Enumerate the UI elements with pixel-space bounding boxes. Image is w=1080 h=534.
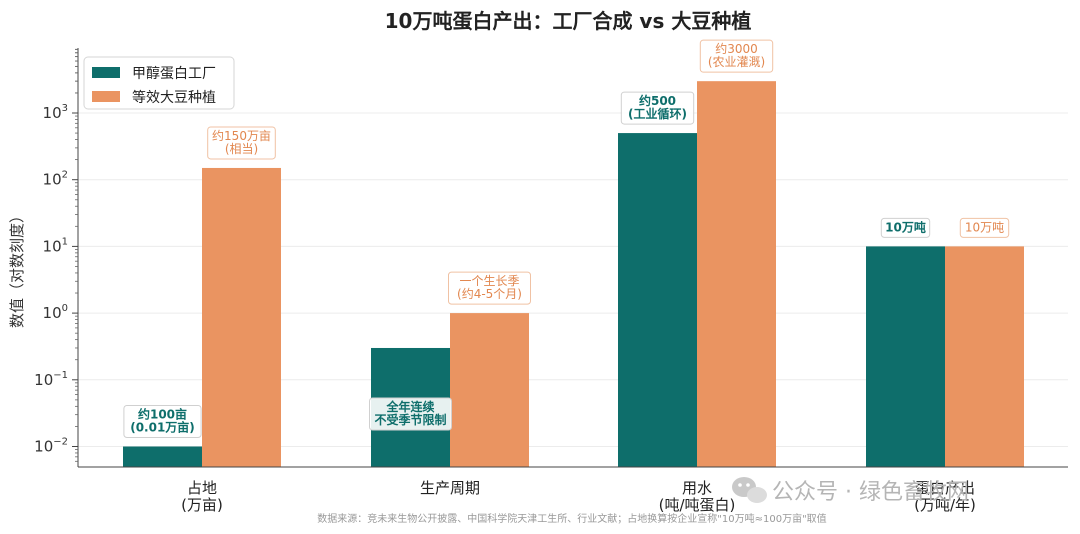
data-label: 约100亩(0.01万亩) (123, 405, 202, 438)
axes (72, 48, 1068, 468)
svg-text:约100亩(0.01万亩): 约100亩(0.01万亩) (130, 407, 195, 435)
legend-box (83, 56, 235, 110)
chart-title: 10万吨蛋白产出：工厂合成 vs 大豆种植 (385, 9, 752, 33)
svg-text:约150万亩(相当): 约150万亩(相当) (212, 128, 271, 156)
legend-swatch (92, 67, 120, 78)
bar (945, 246, 1024, 467)
x-tick-label: 生产周期 (420, 479, 480, 497)
y-tick-label: 10−1 (34, 370, 68, 389)
svg-text:10万吨: 10万吨 (965, 220, 1004, 234)
legend-swatch (92, 91, 120, 102)
bars (123, 81, 1024, 467)
wechat-icon (732, 477, 767, 503)
data-label: 约150万亩(相当) (207, 126, 276, 160)
category-labels: 占地(万亩) 生产周期 用水(吨/吨蛋白) 蛋白产出(万吨/年) (181, 479, 976, 514)
source-note: 数据来源：竞未来生物公开披露、中国科学院天津工生所、行业文献；占地换算按企业宣称… (317, 512, 826, 525)
watermark-text: 公众号 · 绿色畜牧网 (772, 480, 969, 505)
x-tick-label: 用水(吨/吨蛋白) (659, 479, 736, 514)
bar (866, 246, 945, 467)
data-label: 约500 (工业循环) (620, 91, 695, 125)
y-tick-label: 100 (43, 303, 68, 322)
y-axis-label: 数值（对数刻度） (8, 208, 26, 328)
legend-label: 甲醇蛋白工厂 (132, 65, 216, 82)
bar (123, 446, 202, 467)
data-label: 全年连续不受季节限制 (369, 397, 452, 431)
bar (450, 313, 529, 467)
bar-labels: 约100亩(0.01万亩) 全年连续不受季节限制 约500 (工业循环) 10万吨 约15… (123, 39, 1010, 438)
watermark: 公众号 · 绿色畜牧网 (732, 477, 969, 505)
bar (618, 133, 697, 467)
y-tick-label: 102 (43, 170, 68, 189)
svg-text:约3000(农业灌溉): 约3000 (农业灌溉) (708, 41, 765, 69)
svg-text:约500(工业循环): 约500 (工业循环) (628, 93, 687, 121)
data-label: 10万吨 (880, 217, 931, 238)
y-ticks: 10−2 10−1 100 101 102 103 (34, 103, 68, 456)
x-tick-label: 蛋白产出(万吨/年) (914, 479, 976, 514)
y-tick-label: 101 (43, 236, 68, 255)
legend-label: 等效大豆种植 (132, 89, 216, 106)
svg-text:10万吨: 10万吨 (885, 219, 926, 234)
data-label: 10万吨 (959, 217, 1010, 238)
data-label: 约3000 (农业灌溉) (699, 39, 774, 73)
svg-text:一个生长季(约4-5个月): 一个生长季(约4-5个月) (457, 274, 522, 301)
bar (697, 81, 776, 467)
bar (202, 167, 281, 467)
y-tick-label: 103 (43, 103, 68, 122)
svg-text:全年连续不受季节限制: 全年连续不受季节限制 (374, 399, 446, 427)
y-tick-label: 10−2 (34, 437, 68, 456)
data-label: 一个生长季(约4-5个月) (448, 271, 531, 305)
x-tick-label: 占地(万亩) (181, 479, 223, 514)
